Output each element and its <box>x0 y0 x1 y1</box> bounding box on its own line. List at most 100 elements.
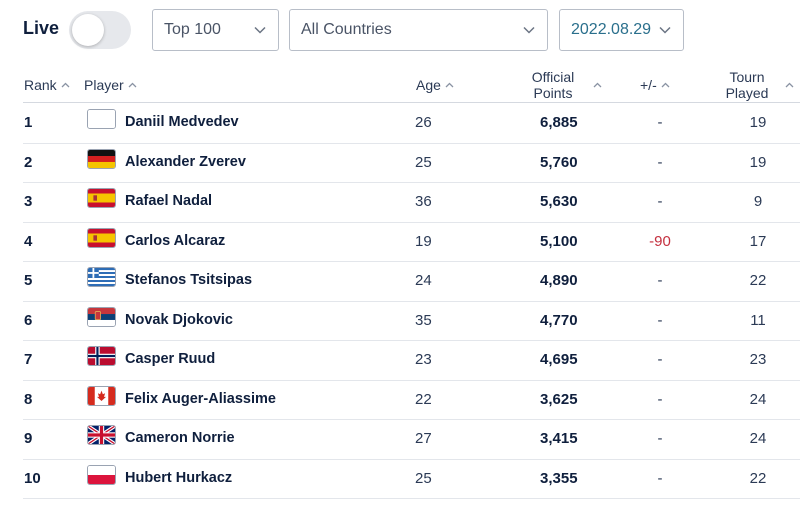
table-row[interactable]: 5 Stefanos Tsitsipas 24 4,890 - 22 <box>0 261 800 301</box>
tournaments-cell: 22 <box>749 469 767 487</box>
rank-cell: 4 <box>24 232 33 250</box>
serbia-flag-icon <box>87 306 116 327</box>
player-name-link[interactable]: Daniil Medvedev <box>125 114 239 130</box>
diff-cell: - <box>657 430 663 447</box>
header-points[interactable]: Official Points <box>525 69 581 101</box>
table-row[interactable]: 8 Felix Auger-Aliassime 22 3,625 - 24 <box>0 380 800 420</box>
age-cell: 27 <box>415 430 432 447</box>
diff-cell: - <box>657 114 663 131</box>
points-cell: 5,100 <box>540 232 578 250</box>
header-diff[interactable]: +/- <box>640 77 670 93</box>
diff-cell: - <box>657 153 663 171</box>
row-divider <box>23 340 800 341</box>
diff-cell: -90 <box>649 232 671 250</box>
header-age[interactable]: Age <box>416 77 454 93</box>
tournaments-cell: 22 <box>749 272 767 289</box>
sort-up-icon[interactable] <box>593 82 602 88</box>
rank-cell: 5 <box>24 272 33 289</box>
player-name-link[interactable]: Carlos Alcaraz <box>125 232 226 249</box>
header-points-line1: Official <box>531 69 575 85</box>
age-cell: 25 <box>415 469 432 487</box>
norway-flag-icon <box>87 346 116 366</box>
player-name-link[interactable]: Casper Ruud <box>125 351 216 367</box>
blank-flag-icon <box>87 109 116 129</box>
country-select[interactable]: All Countries <box>289 9 548 51</box>
table-row[interactable]: 4 Carlos Alcaraz 19 5,100 -90 17 <box>0 222 800 262</box>
player-name-link[interactable]: Novak Djokovic <box>125 311 233 328</box>
header-rank[interactable]: Rank <box>24 77 70 93</box>
diff-cell: - <box>657 390 663 408</box>
rank-cell: 10 <box>24 469 41 487</box>
table-row[interactable]: 10 Hubert Hurkacz 25 3,355 - 22 <box>0 459 800 499</box>
chevron-down-icon <box>659 26 671 34</box>
sort-up-icon[interactable] <box>785 82 794 88</box>
greece-flag-icon <box>87 267 116 287</box>
header-player-label: Player <box>84 77 124 93</box>
canada-flag-icon <box>87 385 116 406</box>
live-toggle-knob <box>72 14 104 46</box>
poland-flag-icon <box>87 464 116 485</box>
row-divider <box>23 182 800 183</box>
header-age-label: Age <box>416 77 441 93</box>
age-cell: 23 <box>415 351 432 368</box>
points-cell: 4,890 <box>540 272 578 289</box>
header-tourn[interactable]: Tourn Played <box>722 69 772 101</box>
diff-cell: - <box>657 311 663 329</box>
rank-cell: 2 <box>24 153 33 171</box>
player-name-link[interactable]: Hubert Hurkacz <box>125 469 233 486</box>
header-tourn-line1: Tourn <box>729 69 765 85</box>
row-divider <box>23 379 800 381</box>
tournaments-cell: 17 <box>749 232 767 250</box>
tournaments-cell: 23 <box>749 351 767 368</box>
header-player[interactable]: Player <box>84 77 137 93</box>
sort-up-icon <box>661 82 670 88</box>
tournaments-cell: 19 <box>749 114 767 131</box>
table-row[interactable]: 3 Rafael Nadal 36 5,630 - 9 <box>0 182 800 222</box>
points-cell: 3,415 <box>540 430 578 447</box>
top-select-value: Top 100 <box>164 21 221 38</box>
live-toggle[interactable] <box>69 11 131 49</box>
table-row[interactable]: 2 Alexander Zverev 25 5,760 - 19 <box>0 143 800 183</box>
tournaments-cell: 24 <box>749 390 767 408</box>
country-select-value: All Countries <box>301 21 392 38</box>
player-name-link[interactable]: Alexander Zverev <box>125 153 246 170</box>
age-cell: 24 <box>415 272 432 289</box>
table-row[interactable]: 9 Cameron Norrie 27 3,415 - 24 <box>0 419 800 459</box>
age-cell: 22 <box>415 390 432 408</box>
diff-cell: - <box>657 272 663 289</box>
table-row[interactable]: 1 Daniil Medvedev 26 6,885 - 19 <box>0 103 800 143</box>
diff-cell: - <box>657 469 663 487</box>
row-divider <box>23 142 800 144</box>
top-select[interactable]: Top 100 <box>152 9 279 51</box>
points-cell: 4,695 <box>540 351 578 368</box>
age-cell: 35 <box>415 311 432 329</box>
table-row[interactable]: 7 Casper Ruud 23 4,695 - 23 <box>0 340 800 380</box>
player-name-link[interactable]: Cameron Norrie <box>125 430 235 446</box>
row-divider <box>23 300 800 302</box>
player-name-link[interactable]: Stefanos Tsitsipas <box>125 272 253 288</box>
player-name-link[interactable]: Rafael Nadal <box>125 193 213 209</box>
row-divider <box>23 419 800 420</box>
table-row[interactable]: 6 Novak Djokovic 35 4,770 - 11 <box>0 301 800 341</box>
points-cell: 5,630 <box>540 193 578 210</box>
tournaments-cell: 19 <box>749 153 767 171</box>
germany-flag-icon <box>87 148 116 169</box>
tournaments-cell: 24 <box>749 430 767 447</box>
points-cell: 6,885 <box>540 114 578 131</box>
spain-flag-icon <box>87 227 116 248</box>
row-divider <box>23 498 800 499</box>
great-britain-flag-icon <box>87 425 116 445</box>
row-divider <box>23 221 800 223</box>
points-cell: 3,355 <box>540 469 578 487</box>
diff-cell: - <box>657 351 663 368</box>
header-points-line2: Points <box>533 85 573 101</box>
date-select[interactable]: 2022.08.29 <box>559 9 684 51</box>
age-cell: 25 <box>415 153 432 171</box>
player-name-link[interactable]: Felix Auger-Aliassime <box>125 390 276 407</box>
header-diff-label: +/- <box>640 77 657 93</box>
tournaments-cell: 9 <box>753 193 763 210</box>
sort-up-icon <box>128 82 137 88</box>
rank-cell: 7 <box>24 351 33 368</box>
rank-cell: 8 <box>24 390 33 408</box>
age-cell: 36 <box>415 193 432 210</box>
